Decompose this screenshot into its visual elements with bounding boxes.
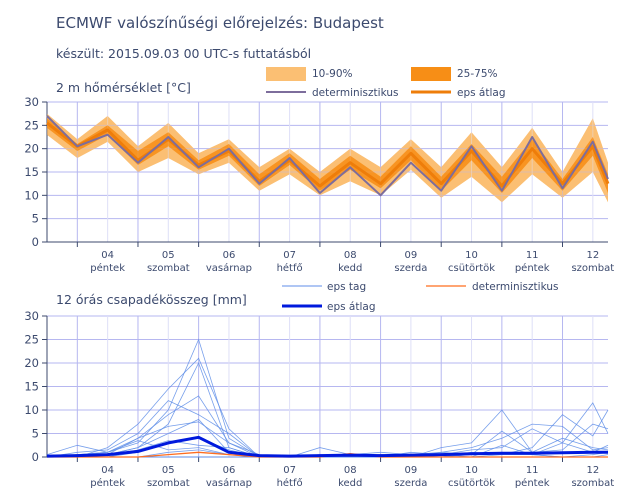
legend-label-10-90: 10-90% — [312, 68, 353, 80]
temp-ytick-label: 5 — [32, 212, 39, 226]
temp-day-name: kedd — [338, 263, 362, 274]
temp-day-name: szerda — [394, 263, 427, 274]
deterministic-temp-line — [46, 115, 609, 197]
temp-ytick-label: 20 — [24, 142, 39, 156]
precip-day-name: szerda — [394, 478, 427, 489]
temp-ytick-label: 15 — [24, 165, 39, 179]
legend-label-eps-members: eps tag — [327, 281, 366, 293]
precip-day-name: szombat — [571, 478, 614, 489]
precip-day-number: 08 — [344, 465, 357, 476]
band-25-75-overlay — [47, 118, 608, 193]
precip-day-name: kedd — [338, 478, 362, 489]
temp-day-number: 04 — [101, 250, 114, 261]
precip-ytick-label: 5 — [32, 427, 39, 441]
temp-day-number: 08 — [344, 250, 357, 261]
temp-day-number: 05 — [162, 250, 175, 261]
precip-day-name: péntek — [515, 477, 550, 489]
temp-day-number: 10 — [465, 250, 478, 261]
legend-label-deterministic-temp: determinisztikus — [312, 87, 398, 99]
precipitation-title: 12 órás csapadékösszeg [mm] — [56, 292, 247, 307]
precipitation-legend: eps tag determinisztikus eps átlag — [282, 281, 558, 313]
eps-member-line — [46, 338, 609, 458]
precip-day-name: szombat — [147, 478, 190, 489]
precip-ytick-label: 0 — [32, 450, 39, 464]
temp-ytick-label: 30 — [24, 95, 39, 109]
precip-day-number: 07 — [283, 465, 296, 476]
legend-label-eps-mean-temp: eps átlag — [457, 87, 506, 99]
legend-label-deterministic-precip: determinisztikus — [472, 281, 558, 293]
precip-day-name: péntek — [90, 477, 125, 489]
temperature-title: 2 m hőmérséklet [°C] — [56, 80, 191, 95]
temp-day-number: 11 — [526, 250, 539, 261]
eps-member-line — [46, 400, 608, 458]
temp-day-number: 12 — [586, 250, 599, 261]
temp-day-name: péntek — [515, 262, 550, 274]
temp-day-number: 07 — [283, 250, 296, 261]
temperature-legend: 10-90% 25-75% determinisztikus eps átlag — [266, 67, 506, 99]
precip-day-name: csütörtök — [448, 478, 495, 489]
temperature-plot: 05101520253004péntek05szombat06vasárnap0… — [24, 95, 614, 274]
temp-ytick-label: 0 — [32, 235, 39, 249]
precip-day-name: hétfő — [277, 477, 303, 489]
precip-ytick-label: 10 — [24, 403, 39, 417]
precip-day-number: 06 — [223, 465, 236, 476]
temp-day-name: péntek — [90, 262, 125, 274]
eps-member-line — [47, 395, 608, 458]
eps-mean-temp-line — [46, 121, 610, 188]
precip-day-name: vasárnap — [206, 477, 252, 489]
temp-ytick-label: 25 — [24, 118, 39, 132]
temp-day-number: 06 — [223, 250, 236, 261]
temp-day-name: szombat — [147, 263, 190, 274]
legend-swatch-25-75 — [411, 67, 451, 81]
temp-day-number: 09 — [405, 250, 418, 261]
eps-mean-precip-line — [46, 435, 608, 458]
precip-day-number: 11 — [526, 465, 539, 476]
precipitation-plot: 05101520253004péntek05szombat06vasárnap0… — [24, 309, 614, 489]
temp-day-name: hétfő — [277, 262, 303, 274]
precip-day-number: 05 — [162, 465, 175, 476]
legend-label-eps-mean-precip: eps átlag — [327, 301, 376, 313]
precip-ytick-label: 15 — [24, 380, 39, 394]
temp-day-name: csütörtök — [448, 263, 495, 274]
page-title: ECMWF valószínűségi előrejelzés: Budapes… — [56, 14, 384, 32]
precip-ytick-label: 25 — [24, 333, 39, 347]
precip-day-number: 09 — [405, 465, 418, 476]
precip-day-number: 04 — [101, 465, 114, 476]
precip-ytick-label: 30 — [24, 309, 39, 323]
temp-day-name: vasárnap — [206, 262, 252, 274]
legend-swatch-10-90 — [266, 67, 306, 81]
precip-ytick-label: 20 — [24, 356, 39, 370]
temp-day-name: szombat — [571, 263, 614, 274]
legend-label-25-75: 25-75% — [457, 68, 498, 80]
precip-day-number: 10 — [465, 465, 478, 476]
temp-ytick-label: 10 — [24, 188, 39, 202]
precip-day-number: 12 — [586, 465, 599, 476]
page-subtitle: készült: 2015.09.03 00 UTC-s futtatásból — [56, 46, 312, 61]
